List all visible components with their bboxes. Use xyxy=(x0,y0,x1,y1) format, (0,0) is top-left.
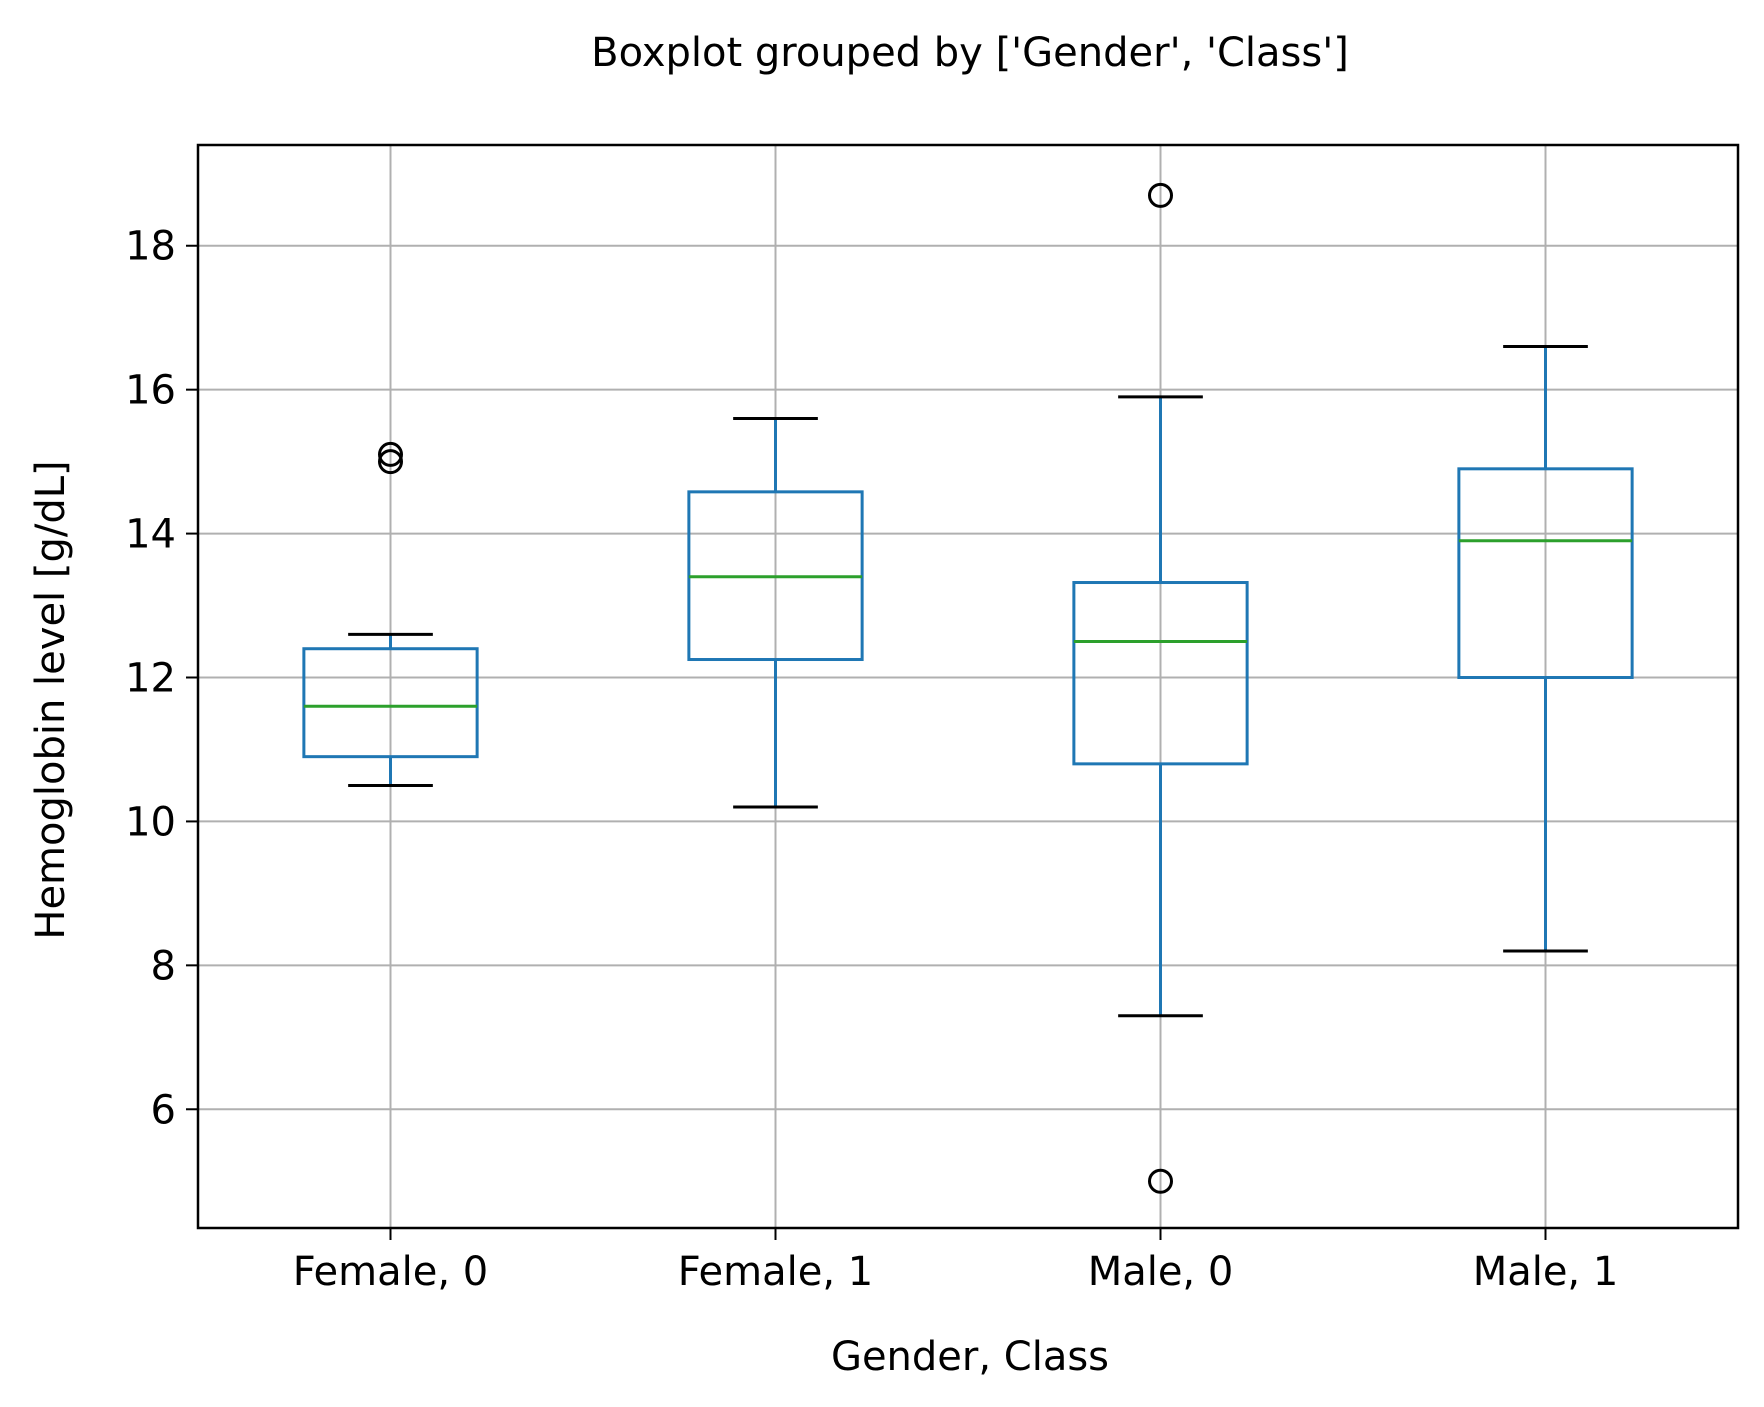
x-tick-label: Male, 1 xyxy=(1473,1249,1619,1295)
x-tick-label: Female, 0 xyxy=(293,1249,489,1295)
box-group xyxy=(1072,182,1249,1194)
box-iqr xyxy=(302,647,479,759)
x-tick-label: Female, 1 xyxy=(678,1249,874,1295)
y-tick-label: 6 xyxy=(151,1087,176,1133)
outlier-point xyxy=(1148,1168,1173,1194)
x-tick-label: Male, 0 xyxy=(1088,1249,1234,1295)
chart-title: Boxplot grouped by ['Gender', 'Class'] xyxy=(591,30,1349,76)
y-tick-label: 16 xyxy=(125,368,176,414)
box-group xyxy=(687,416,864,809)
y-tick-label: 10 xyxy=(125,799,176,845)
box-group xyxy=(302,441,479,787)
box-group xyxy=(1457,344,1634,953)
box-iqr xyxy=(1072,581,1249,766)
outlier-point xyxy=(378,449,403,475)
y-axis-label: Hemoglobin level [g/dL] xyxy=(28,460,74,939)
axis-layer: 6 8 10 12 14 16 18 Female, 0 Female, 1 Male, 0 Mal… xyxy=(125,143,1740,1295)
y-tick-label: 8 xyxy=(151,943,176,989)
y-tick-label: 12 xyxy=(125,656,176,702)
plot-frame xyxy=(196,143,1740,1230)
boxes-layer xyxy=(302,182,1634,1194)
grid-layer xyxy=(198,145,1738,1228)
x-axis-label: Gender, Class xyxy=(831,1334,1109,1380)
box-iqr xyxy=(1457,467,1634,680)
outlier-point xyxy=(1148,182,1173,208)
outlier-point xyxy=(378,441,403,467)
y-tick-label: 14 xyxy=(125,512,176,558)
y-tick-label: 18 xyxy=(125,224,176,270)
